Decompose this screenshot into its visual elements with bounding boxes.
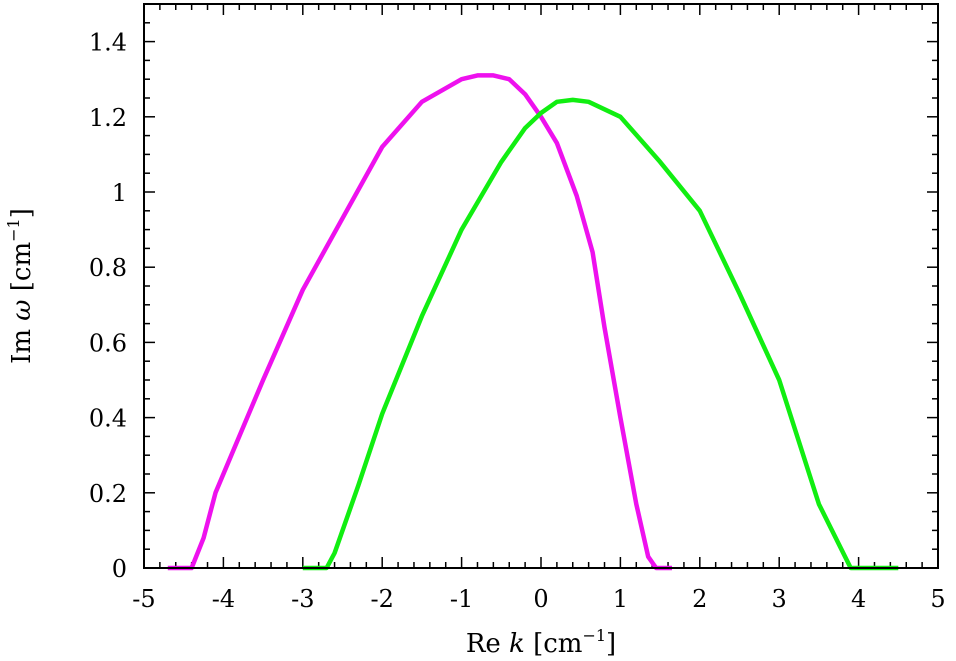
x-tick-label: -5 (132, 585, 155, 613)
plot-frame (143, 3, 939, 569)
series-line-2 (302, 97, 899, 571)
y-tick-label: 0.4 (89, 405, 127, 433)
x-label-prefix: Re (466, 629, 509, 659)
y-label-unit-exponent: −1 (4, 218, 23, 242)
y-tick-label: 0 (112, 555, 127, 583)
x-tick-label: 1 (613, 585, 628, 613)
ticks-layer (143, 3, 939, 569)
y-tick-label: 1 (112, 179, 127, 207)
y-tick-label: 0.2 (89, 480, 127, 508)
x-label-var: k (509, 629, 525, 659)
y-label-unit: [cm (7, 242, 37, 300)
x-tick-label: -3 (291, 585, 314, 613)
series-layer (167, 73, 899, 571)
x-tick-label: 3 (772, 585, 787, 613)
y-tick-label: 1.2 (89, 104, 127, 132)
x-axis-label: Re k [cm−1] (466, 626, 616, 659)
x-label-unit-exponent: −1 (582, 626, 606, 645)
series-line-1 (167, 73, 672, 571)
y-tick-label: 0.8 (89, 254, 127, 282)
y-tick-label: 1.4 (89, 29, 127, 57)
x-tick-label: 4 (851, 585, 866, 613)
x-label-unit: [cm (525, 629, 583, 659)
y-label-var: ω (7, 299, 37, 320)
x-tick-label: -1 (450, 585, 473, 613)
y-axis-label: Im ω [cm−1] (4, 208, 37, 364)
y-label-prefix: Im (7, 321, 37, 364)
x-tick-label: -2 (371, 585, 394, 613)
y-label-unit-close: ] (7, 208, 37, 218)
tick-labels-layer: -5 -4 -3 -2 -1 0 1 2 3 4 5 0 0.2 0.4 0.6 0.8 1 1.2 1.4 (89, 29, 946, 613)
x-label-unit-close: ] (606, 629, 616, 659)
x-tick-label: -4 (212, 585, 235, 613)
x-tick-label: 0 (533, 585, 548, 613)
x-tick-label: 2 (692, 585, 707, 613)
x-tick-label: 5 (930, 585, 945, 613)
y-tick-label: 0.6 (89, 329, 127, 357)
